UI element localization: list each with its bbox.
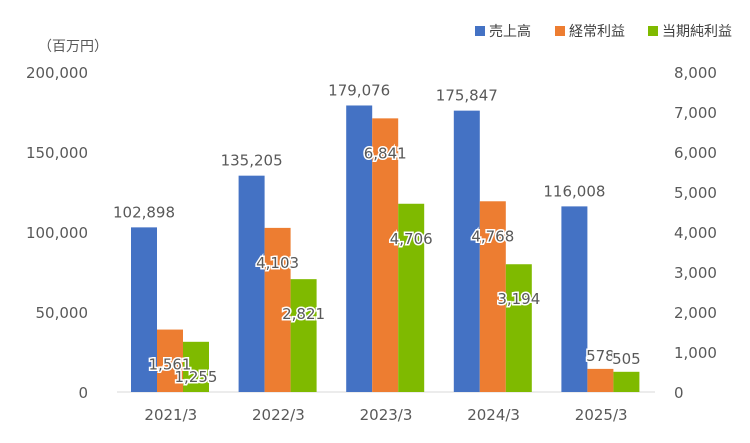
data-label: 2,821	[282, 305, 325, 323]
y-right-tick-label: 4,000	[674, 224, 717, 242]
data-label: 116,008	[543, 182, 605, 200]
bar-sales	[131, 227, 157, 392]
data-label: 4,706	[390, 230, 433, 248]
bar-sales	[453, 110, 480, 392]
data-label: 3,194	[497, 290, 540, 308]
bar-sales	[346, 105, 373, 393]
bar-net-income	[613, 371, 640, 392]
y-right-tick-label: 6,000	[674, 144, 717, 162]
x-tick-label: 2021/3	[144, 406, 197, 424]
bar-net-income	[398, 203, 425, 392]
bar-sales	[561, 206, 588, 392]
unit-label: （百万円）	[38, 39, 108, 55]
y-right-tick-label: 2,000	[674, 304, 717, 322]
legend-swatch	[648, 26, 658, 36]
data-label: 4,768	[471, 227, 514, 245]
data-label: 505	[612, 350, 641, 368]
bar-net-income	[183, 341, 209, 392]
data-label: 135,205	[221, 152, 283, 170]
legend-swatch	[555, 26, 565, 36]
right-axis: 0 1,000 2,000 3,000 4,000 5,000 6,000 7,000 8,00…	[674, 64, 717, 402]
data-label: 102,898	[113, 203, 175, 221]
y-right-tick-label: 1,000	[674, 344, 717, 362]
bar-ordinary-profit	[587, 368, 614, 392]
x-tick-label: 2025/3	[575, 406, 628, 424]
bar-ordinary-profit	[157, 329, 183, 392]
y-left-tick-label: 200,000	[26, 64, 88, 82]
data-label: 6,841	[364, 144, 407, 162]
y-left-tick-label: 50,000	[36, 304, 89, 322]
data-label: 578	[586, 347, 615, 365]
y-right-tick-label: 3,000	[674, 264, 717, 282]
bar-ordinary-profit	[479, 201, 506, 392]
x-tick-label: 2024/3	[467, 406, 520, 424]
data-label: 4,103	[256, 254, 299, 272]
bar-net-income	[290, 279, 317, 392]
y-right-tick-label: 8,000	[674, 64, 717, 82]
bar-net-income	[505, 264, 532, 392]
legend-label: 当期純利益	[662, 24, 732, 40]
data-label: 179,076	[328, 81, 390, 99]
legend-label: 売上高	[489, 23, 531, 40]
y-right-tick-label: 7,000	[674, 104, 717, 122]
x-tick-label: 2023/3	[360, 406, 413, 424]
y-right-tick-label: 0	[674, 384, 684, 402]
y-left-tick-label: 150,000	[26, 144, 88, 162]
y-left-tick-label: 100,000	[26, 224, 88, 242]
y-left-tick-label: 0	[78, 384, 88, 402]
y-right-tick-label: 5,000	[674, 184, 717, 202]
bars	[131, 105, 640, 393]
bar-sales	[238, 175, 265, 392]
bar-ordinary-profit	[264, 227, 291, 392]
data-label: 1,561	[149, 356, 192, 374]
data-label: 175,847	[436, 87, 498, 105]
data-label: 1,255	[175, 368, 218, 386]
left-axis: 0 50,000 100,000 150,000 200,000	[26, 64, 88, 402]
x-axis: 2021/3 2022/3 2023/3 2024/3 2025/3	[144, 406, 627, 424]
x-tick-label: 2022/3	[252, 406, 305, 424]
legend-swatch	[475, 26, 485, 36]
legend: 売上高 経常利益 当期純利益	[475, 23, 732, 40]
legend-label: 経常利益	[569, 24, 625, 40]
bar-ordinary-profit	[372, 118, 399, 393]
